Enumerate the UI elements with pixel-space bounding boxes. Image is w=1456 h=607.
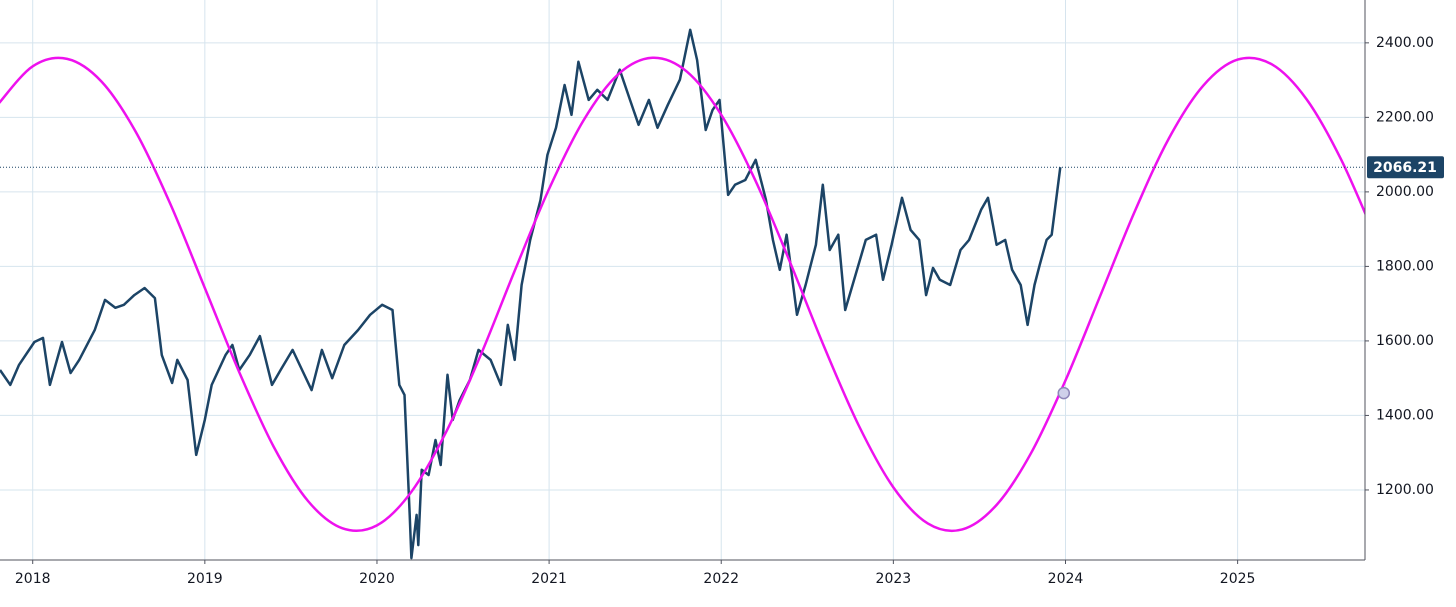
grid [0, 0, 1365, 560]
y-tick-label: 2200.00 [1376, 109, 1434, 125]
x-tick-label: 2022 [703, 571, 739, 587]
y-tick-label: 1400.00 [1376, 407, 1434, 423]
y-tick-label: 1600.00 [1376, 333, 1434, 349]
y-tick-label: 1200.00 [1376, 482, 1434, 498]
last-price-label: 2066.21 [1373, 160, 1437, 176]
plot-area [0, 28, 1365, 560]
cycle-line [0, 56, 1365, 533]
y-tick-label: 2400.00 [1376, 35, 1434, 51]
price-line [0, 28, 1062, 560]
x-tick-label: 2020 [359, 571, 395, 587]
x-tick-label: 2019 [187, 571, 223, 587]
x-tick-label: 2025 [1220, 571, 1256, 587]
x-tick-label: 2023 [876, 571, 912, 587]
y-tick-label: 1800.00 [1376, 258, 1434, 274]
axis-labels: 1200.00 1400.00 1600.00 1800.00 2000.00 2200.… [15, 35, 1444, 587]
x-tick-label: 2018 [15, 571, 51, 587]
last-price-box [1367, 156, 1444, 179]
y-tick-label: 2000.00 [1376, 184, 1434, 200]
x-tick-label: 2024 [1048, 571, 1084, 587]
x-tick-label: 2021 [531, 571, 567, 587]
cycle-marker [1057, 386, 1071, 400]
